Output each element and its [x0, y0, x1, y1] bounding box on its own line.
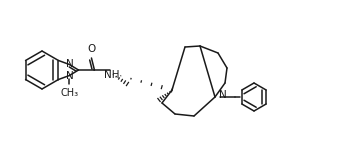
- Text: N: N: [66, 59, 73, 69]
- Text: NH: NH: [104, 70, 119, 80]
- Text: CH₃: CH₃: [60, 87, 79, 98]
- Text: N: N: [66, 71, 73, 81]
- Text: N: N: [219, 90, 227, 100]
- Text: O: O: [87, 44, 96, 54]
